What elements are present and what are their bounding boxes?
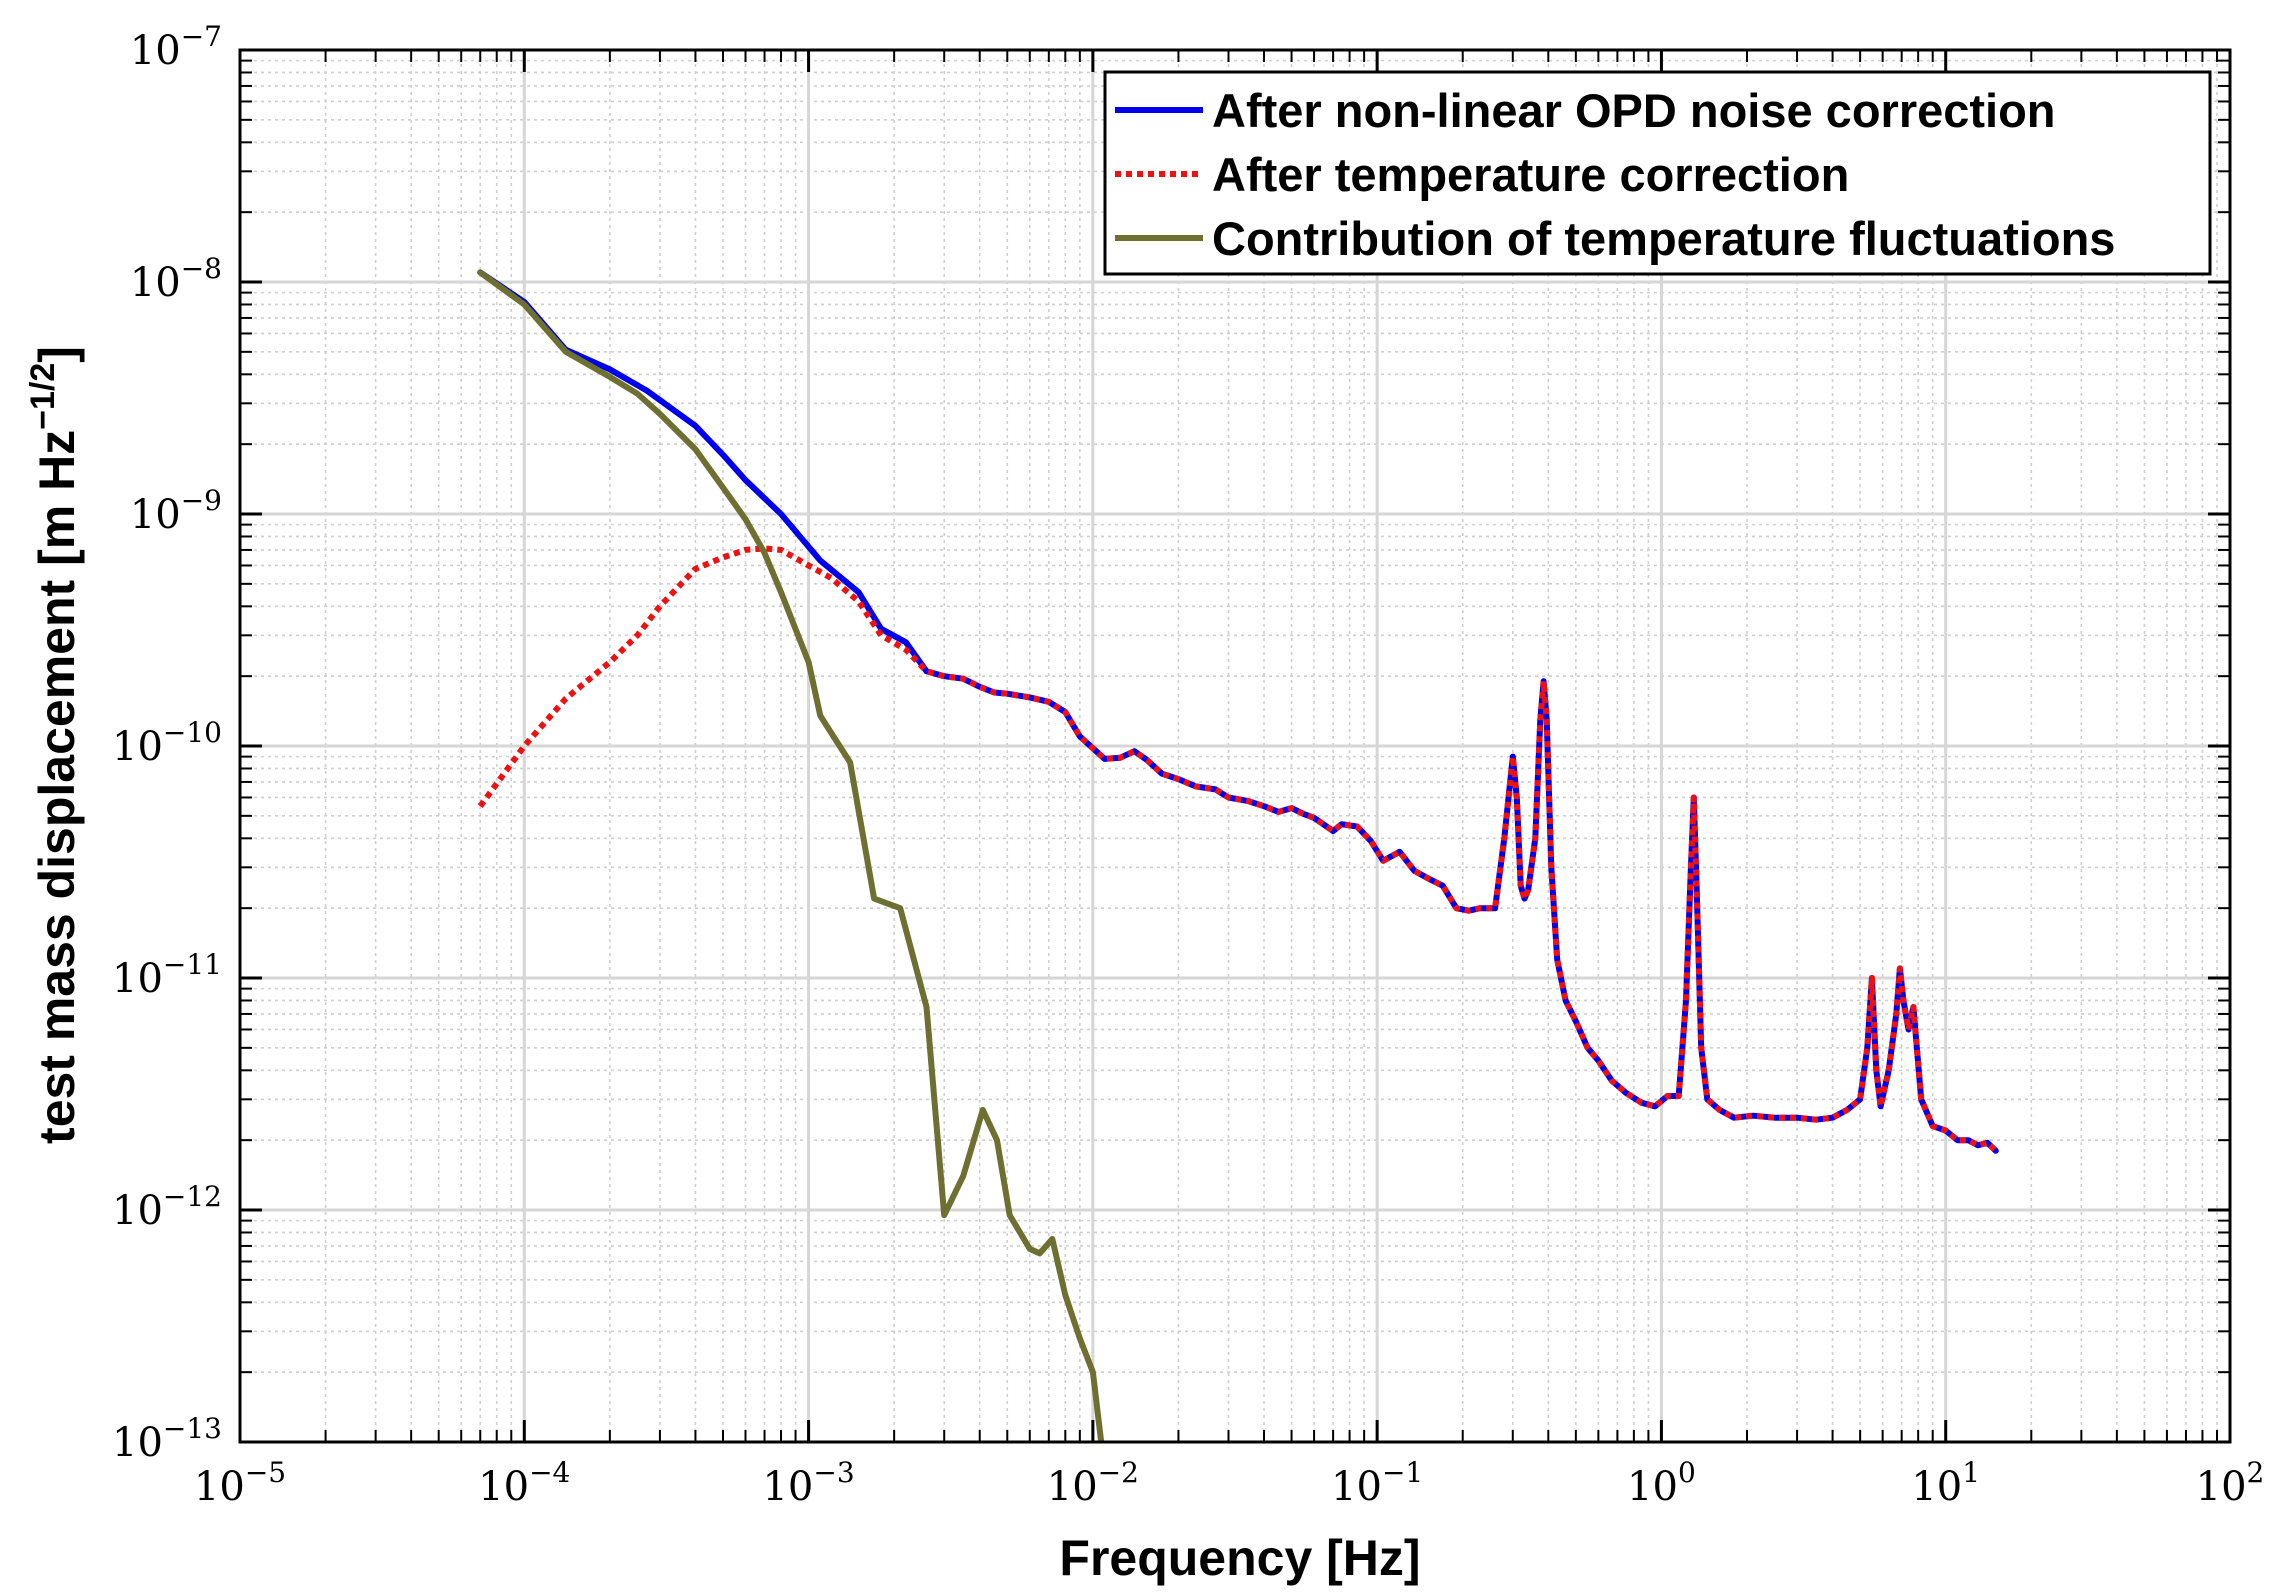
x-tick-label: 10−4 (478, 1456, 570, 1510)
legend-box (1103, 70, 2212, 276)
x-tick-label: 10−5 (194, 1456, 286, 1510)
x-tick-label: 100 (1627, 1456, 1696, 1510)
x-axis-title: Frequency [Hz] (1059, 1530, 1420, 1586)
legend-label-1: After non-linear OPD noise correction (1212, 84, 2056, 137)
y-axis-title: test mass displacement [m Hz−1/2] (24, 346, 85, 1144)
series-line-1 (477, 269, 1999, 1154)
x-tick-label: 10−2 (1047, 1456, 1139, 1510)
tick-marks (238, 48, 2232, 1444)
y-tick-label: 10−13 (112, 1412, 222, 1466)
legend: After non-linear OPD noise correction Aft… (1103, 70, 2212, 276)
y-tick-label: 10−11 (112, 948, 222, 1002)
y-tick-label: 10−10 (112, 716, 222, 770)
y-tick-label: 10−12 (112, 1180, 222, 1234)
legend-label-2: After temperature correction (1212, 148, 1849, 201)
y-tick-labels: 10−13 10−12 10−11 10−10 10−9 10−8 10−7 (112, 20, 222, 1466)
x-tick-labels: 10−5 10−4 10−3 10−2 10−1 100 101 102 (194, 1456, 2264, 1510)
y-tick-label: 10−9 (130, 484, 222, 538)
series-line-2 (477, 545, 1998, 1153)
x-tick-label: 10−1 (1331, 1456, 1423, 1510)
x-tick-label: 102 (2196, 1456, 2265, 1510)
series-line-3 (477, 269, 1105, 1442)
series-layer (477, 269, 1999, 1442)
y-tick-label: 10−8 (130, 252, 222, 306)
legend-label-3: Contribution of temperature fluctuations (1212, 212, 2115, 265)
x-tick-label: 10−3 (762, 1456, 854, 1510)
y-tick-label: 10−7 (130, 20, 222, 74)
x-tick-label: 101 (1911, 1456, 1980, 1510)
